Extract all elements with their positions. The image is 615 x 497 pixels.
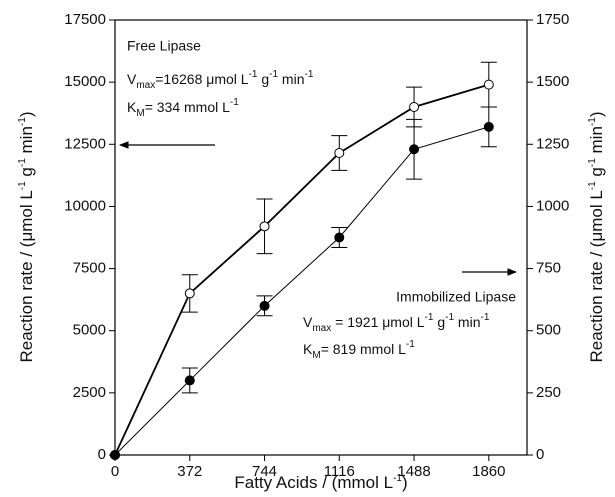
y2-tick-label: 1250 [536,135,569,152]
y-tick-label: 5000 [73,322,106,339]
y2-tick-label: 250 [536,384,561,401]
y-tick-label: 17500 [64,11,106,28]
annotation: KM= 334 mmol L-1 [127,97,239,119]
data-point [184,288,195,299]
data-point [184,375,195,386]
annotation: Vmax = 1921 μmol L-1 g-1 min-1 [303,312,490,334]
y2-tick-label: 1750 [536,11,569,28]
data-point [409,102,420,112]
x-tick-label: 1860 [472,463,505,480]
y2-tick-label: 1000 [536,197,569,214]
y-axis-label: Reaction rate / (μmol L-1 g-1 min-1) [17,111,36,362]
data-point [334,232,345,243]
x-tick-label: 1116 [324,463,355,480]
data-point [334,147,345,158]
y2-tick-label: 1500 [536,73,569,90]
x-tick-label: 0 [111,463,119,480]
y-tick-label: 12500 [64,135,106,152]
annotation: Immobilized Lipase [396,289,516,305]
data-point [409,144,420,155]
data-point [259,300,270,311]
x-tick-label: 744 [252,463,277,480]
series-line [114,126,489,456]
data-point [259,221,270,232]
annotation: Free Lipase [127,38,201,54]
data-point [483,121,494,132]
x-tick-label: 1488 [397,463,430,480]
y-tick-label: 7500 [73,260,106,277]
y-tick-label: 15000 [64,73,106,90]
series-line [114,83,490,456]
annotation: Vmax=16268 μmol L-1 g-1 min-1 [127,69,314,91]
data-point [110,450,120,460]
x-tick-label: 372 [177,463,202,480]
y2-axis-label: Reaction rate / (μmol L-1 g-1 min-1) [587,111,606,362]
y-tick-label: 2500 [73,384,106,401]
y2-tick-label: 0 [536,446,544,463]
y-tick-label: 0 [98,446,106,463]
data-point [483,79,494,90]
plot-frame [114,19,528,456]
y2-tick-label: 500 [536,322,561,339]
annotation: KM= 819 mmol L-1 [303,339,415,361]
x-axis-label: Fatty Acids / (mmol L-1) [234,473,407,492]
y-tick-label: 10000 [64,197,106,214]
y2-tick-label: 750 [536,260,561,277]
